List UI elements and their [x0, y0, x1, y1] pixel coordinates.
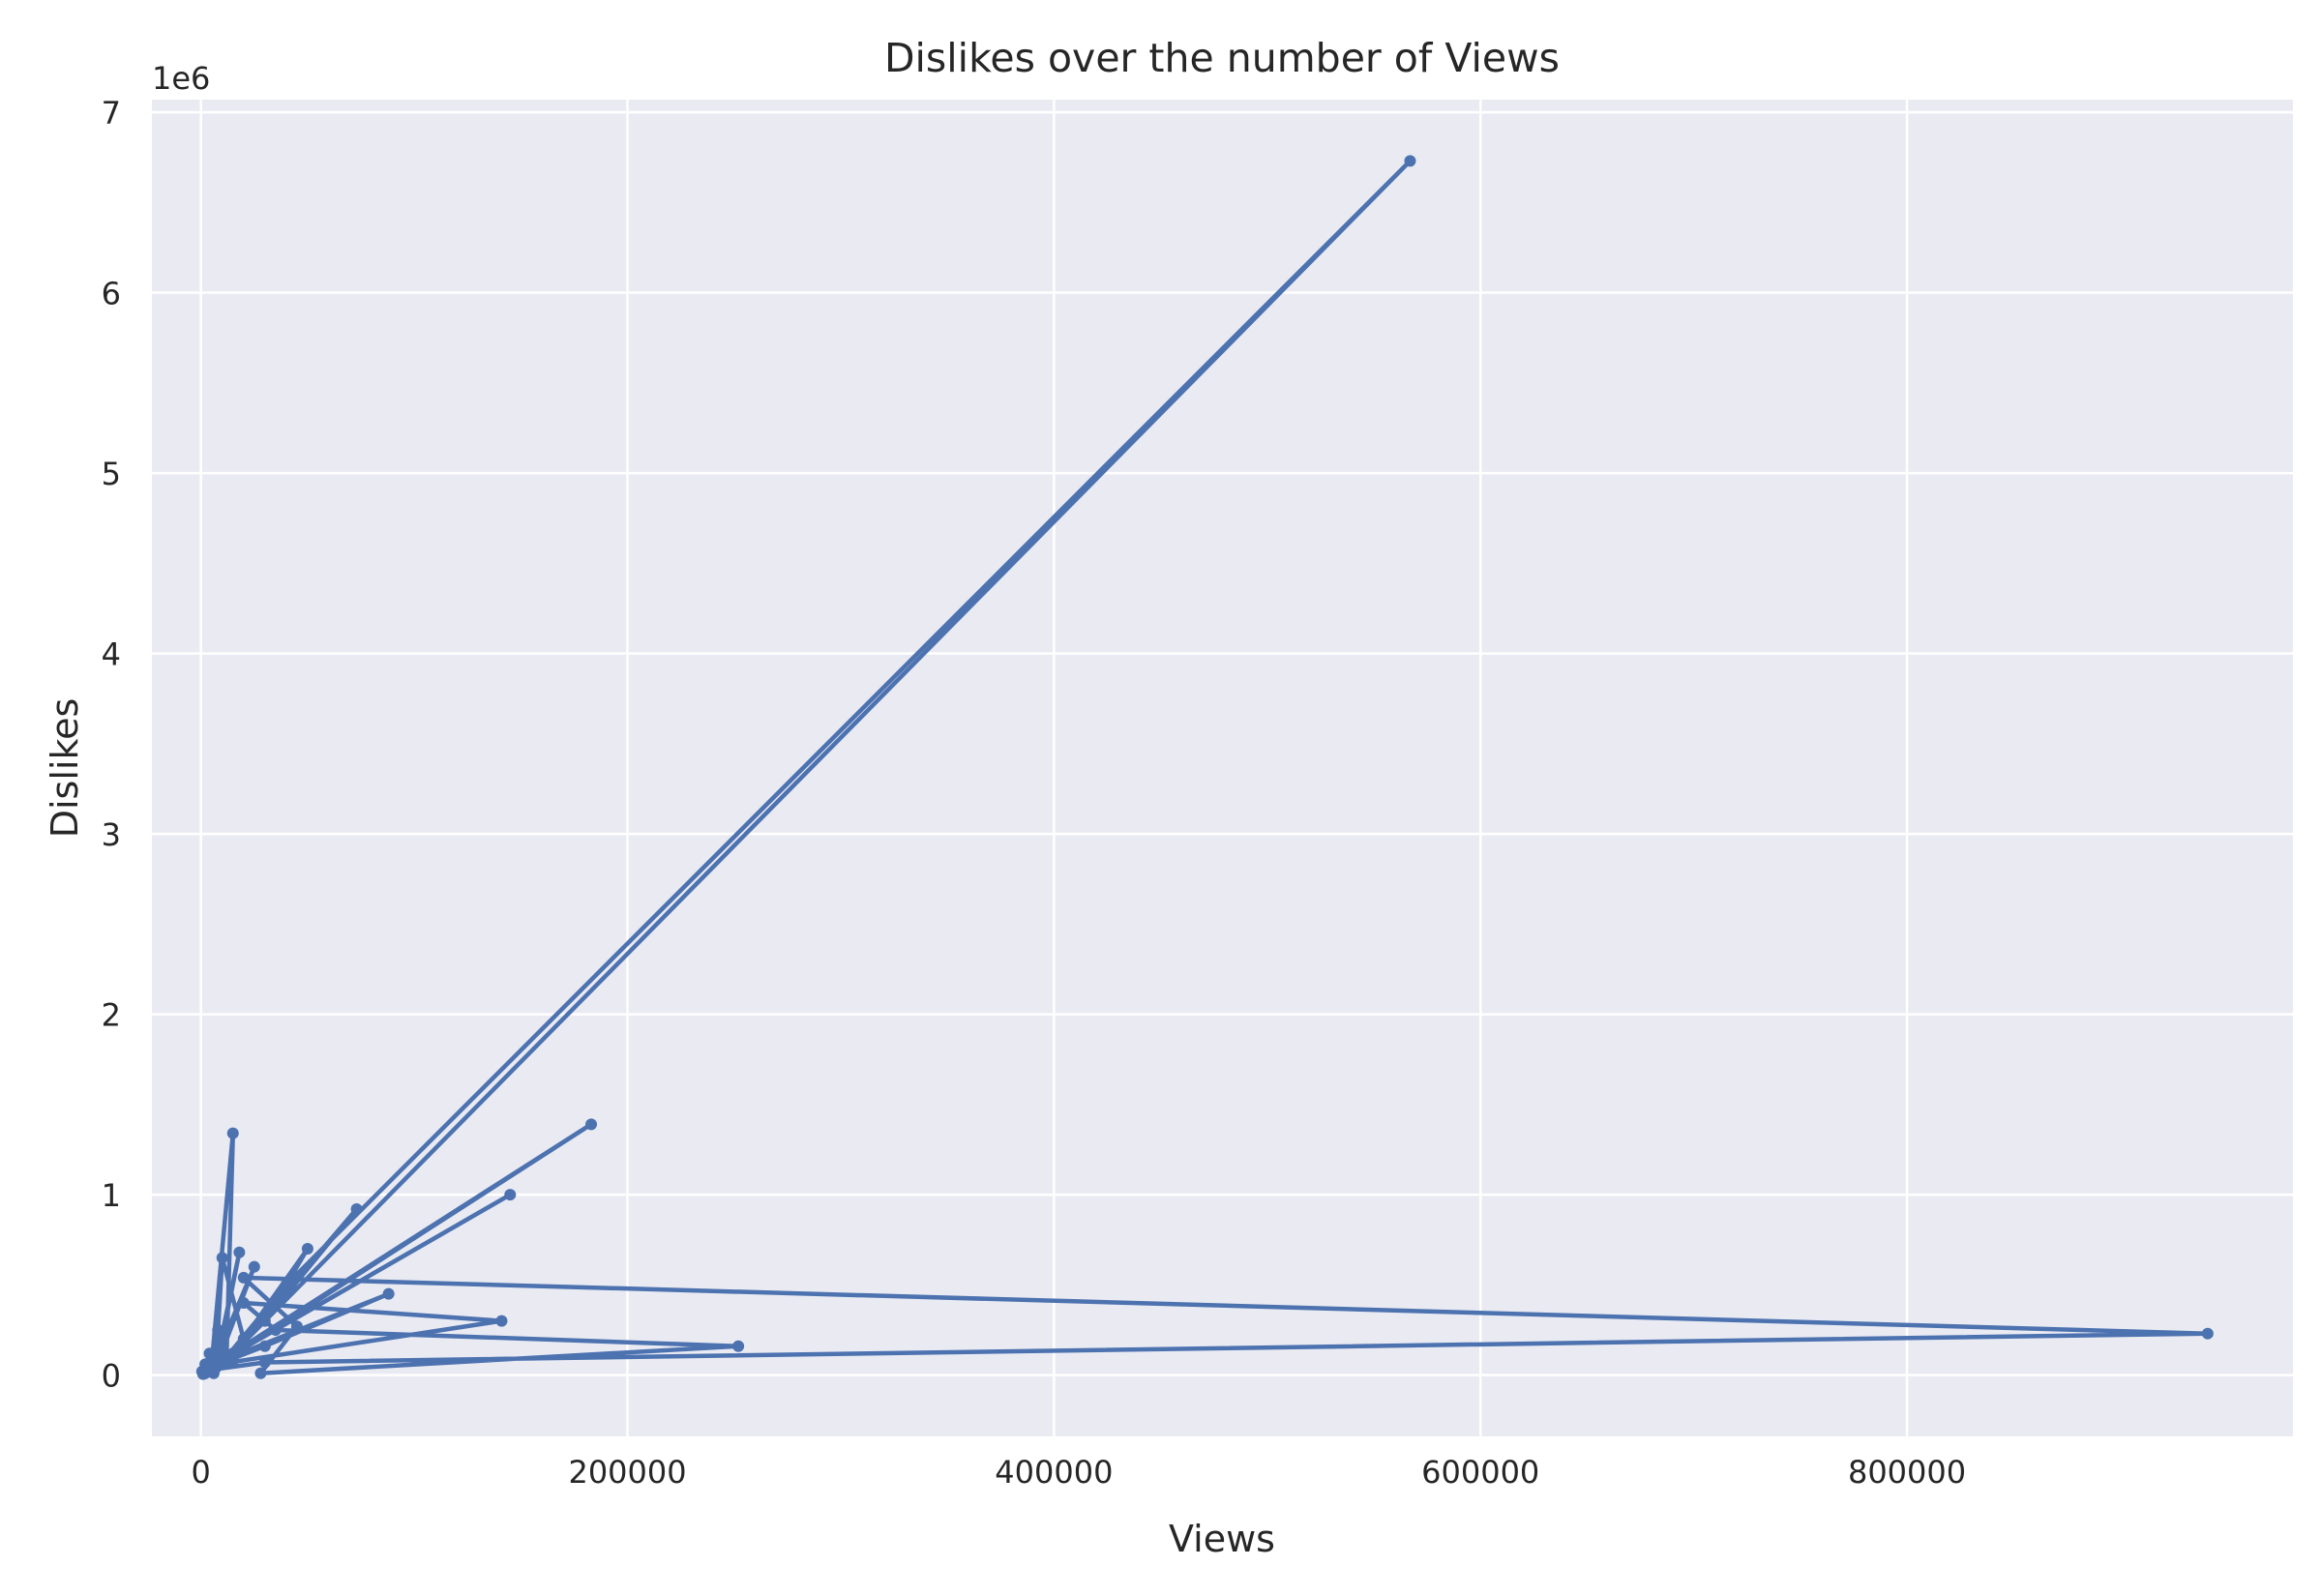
data-point — [495, 1315, 508, 1327]
series-line — [199, 159, 2211, 1376]
data-point — [233, 1246, 246, 1258]
data-point — [237, 1342, 250, 1354]
data-point — [382, 1287, 395, 1300]
x-tick-label: 800000 — [1848, 1454, 1966, 1491]
data-point — [237, 1333, 250, 1345]
data-point — [350, 1203, 363, 1216]
x-tick-label: 200000 — [568, 1454, 686, 1491]
x-axis-ticks: 0 200000 400000 600000 800000 — [192, 1454, 1967, 1491]
series-group — [195, 155, 2214, 1380]
x-tick-label: 0 — [192, 1454, 211, 1491]
y-tick-label: 6 — [102, 276, 121, 312]
x-tick-label: 400000 — [995, 1454, 1113, 1491]
data-point — [196, 1368, 209, 1380]
data-point — [237, 1271, 250, 1284]
y-tick-label: 1 — [102, 1177, 121, 1214]
data-point — [504, 1189, 517, 1201]
data-point — [258, 1356, 271, 1369]
y-axis-offset-label: 1e6 — [152, 60, 210, 97]
grid — [152, 100, 2293, 1436]
data-point — [269, 1323, 282, 1336]
data-point — [214, 1342, 226, 1354]
y-axis-title: Dislikes — [44, 698, 86, 839]
y-tick-label: 3 — [102, 816, 121, 853]
data-point — [226, 1354, 239, 1367]
y-tick-label: 4 — [102, 636, 121, 673]
plot-background — [152, 100, 2293, 1436]
y-tick-label: 2 — [102, 997, 121, 1034]
data-point — [226, 1127, 239, 1139]
data-point — [732, 1340, 745, 1352]
data-point — [1404, 155, 1416, 167]
chart-title: Dislikes over the number of Views — [884, 35, 1560, 81]
data-point — [258, 1315, 271, 1327]
data-point — [2201, 1327, 2214, 1340]
y-axis-ticks: 0 1 2 3 4 5 6 7 — [102, 95, 121, 1395]
data-point — [290, 1320, 303, 1333]
data-point — [280, 1279, 292, 1291]
x-tick-label: 600000 — [1421, 1454, 1539, 1491]
y-tick-label: 7 — [102, 95, 121, 132]
data-point — [207, 1362, 220, 1374]
data-point — [248, 1260, 260, 1273]
data-point — [258, 1340, 271, 1352]
data-point — [203, 1347, 216, 1360]
y-tick-label: 5 — [102, 456, 121, 492]
data-point — [216, 1252, 228, 1264]
data-point — [254, 1367, 267, 1379]
data-point — [212, 1323, 224, 1336]
data-point — [301, 1243, 313, 1256]
y-tick-label: 0 — [102, 1358, 121, 1395]
x-axis-title: Views — [1169, 1518, 1275, 1560]
data-point — [585, 1118, 598, 1131]
data-point — [237, 1296, 250, 1309]
